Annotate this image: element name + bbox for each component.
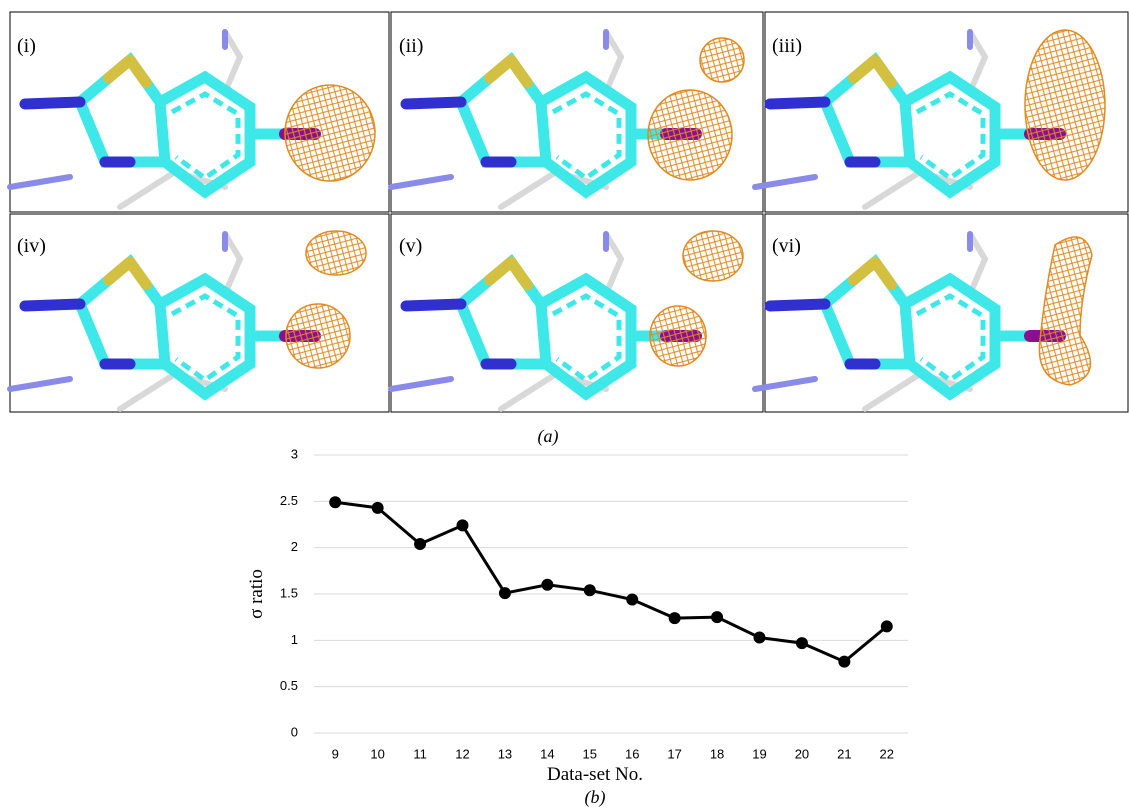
chart: Data-set No. σ ratio (b) 0 0.5 1 1.5 2 2.5 3 9 1… <box>246 446 908 808</box>
x-tick-label: 14 <box>540 746 554 761</box>
point <box>584 584 596 596</box>
point <box>372 502 384 514</box>
density <box>1039 237 1092 385</box>
panel-label: (vi) <box>772 235 801 257</box>
y-tick-label: 0.5 <box>280 678 298 693</box>
x-tick-label: 13 <box>498 746 512 761</box>
density <box>1025 30 1105 180</box>
molecule <box>10 32 315 207</box>
point <box>711 611 723 623</box>
point <box>626 594 638 606</box>
x-tick-label: 9 <box>332 746 339 761</box>
density <box>286 304 350 368</box>
point <box>329 496 341 508</box>
y-tick-label: 2 <box>291 539 298 554</box>
point <box>541 579 553 591</box>
point <box>838 656 850 668</box>
x-tick-label: 21 <box>837 746 851 761</box>
figure: (i) (ii) (iii) (iv) (v) (vi) (a) Data-se… <box>0 0 1129 810</box>
molecule <box>391 234 696 409</box>
point <box>457 519 469 531</box>
density <box>650 306 706 366</box>
y-tick-label: 3 <box>291 446 298 461</box>
point <box>754 632 766 644</box>
point <box>796 637 808 649</box>
x-tick-label: 18 <box>710 746 724 761</box>
molecule <box>755 32 1060 207</box>
x-tick-label: 17 <box>667 746 681 761</box>
y-tick-label: 0 <box>291 724 298 739</box>
panels: (i) (ii) (iii) (iv) (v) (vi) (a) <box>10 12 1128 447</box>
x-tick-label: 15 <box>583 746 597 761</box>
panel-label: (iii) <box>772 35 802 57</box>
x-axis-title: Data-set No. <box>547 764 643 785</box>
y-axis-title: σ ratio <box>246 569 267 619</box>
molecule <box>10 234 315 409</box>
x-tick-label: 19 <box>752 746 766 761</box>
panel-label: (ii) <box>399 35 423 57</box>
density <box>700 38 744 82</box>
panel-label: (iv) <box>17 235 46 257</box>
molecule <box>755 234 1060 409</box>
point <box>881 620 893 632</box>
caption: (b) <box>585 787 606 808</box>
caption: (a) <box>538 426 559 447</box>
density <box>683 231 743 281</box>
x-tick-label: 16 <box>625 746 639 761</box>
x-tick-label: 22 <box>880 746 894 761</box>
x-tick-label: 12 <box>455 746 469 761</box>
y-tick-label: 1.5 <box>280 585 298 600</box>
density <box>306 231 366 275</box>
point <box>669 612 681 624</box>
x-tick-label: 10 <box>370 746 384 761</box>
y-tick-label: 2.5 <box>280 493 298 508</box>
panel-label: (v) <box>399 235 422 257</box>
x-tick-label: 11 <box>413 746 427 761</box>
density <box>285 85 375 181</box>
y-tick-label: 1 <box>291 632 298 647</box>
point <box>414 538 426 550</box>
point <box>499 587 511 599</box>
x-tick-label: 20 <box>795 746 809 761</box>
panel-label: (i) <box>17 35 36 57</box>
density <box>648 90 732 180</box>
